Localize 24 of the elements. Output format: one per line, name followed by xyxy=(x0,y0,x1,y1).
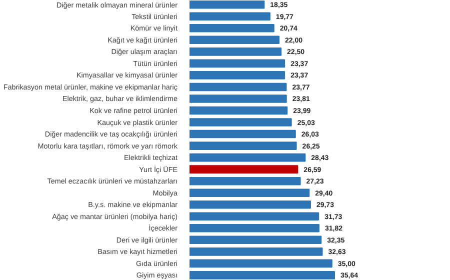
bar xyxy=(190,188,310,197)
bar xyxy=(190,118,292,126)
bar xyxy=(190,82,287,92)
bar xyxy=(190,165,298,174)
bar xyxy=(190,36,280,44)
bar xyxy=(190,12,270,21)
bar xyxy=(190,259,332,268)
bar xyxy=(190,153,306,162)
bar xyxy=(190,0,265,9)
bar xyxy=(190,106,288,115)
bar xyxy=(190,248,323,256)
bar xyxy=(190,24,274,32)
bar xyxy=(190,271,335,280)
bar xyxy=(190,224,320,232)
bar xyxy=(190,142,297,150)
bar xyxy=(190,94,287,103)
bar xyxy=(190,130,296,138)
bar xyxy=(190,236,322,244)
bar xyxy=(190,176,301,186)
bar xyxy=(190,71,286,80)
bar xyxy=(190,59,286,68)
bar xyxy=(190,212,320,221)
bar xyxy=(190,200,311,209)
bar xyxy=(190,48,282,56)
